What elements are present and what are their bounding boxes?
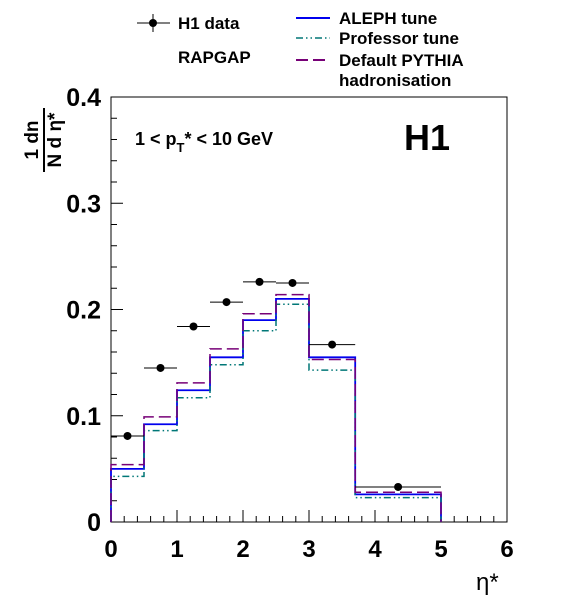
series-default-pythia-hadronisation xyxy=(110,293,442,522)
data-point xyxy=(328,340,337,349)
y-axis-label-numerator: 1 dn xyxy=(22,120,43,159)
selection-label: 1 < pT* < 10 GeV xyxy=(135,129,273,155)
mc-histograms xyxy=(110,293,442,522)
data-point xyxy=(123,431,132,440)
legend-data-label: H1 data xyxy=(178,14,240,33)
series-professor-tune xyxy=(110,303,442,522)
data-point xyxy=(156,363,165,372)
x-tick-label: 1 xyxy=(170,536,183,563)
selection-label-sub: T xyxy=(177,140,185,155)
x-tick-label: 0 xyxy=(104,536,117,563)
legend-generator-label: RAPGAP xyxy=(178,48,251,67)
y-tick-label: 0.2 xyxy=(66,297,101,325)
data-points xyxy=(111,277,441,491)
legend-default-label-2: hadronisation xyxy=(339,71,451,90)
y-tick-label: 0.1 xyxy=(66,403,101,431)
legend-aleph-label: ALEPH tune xyxy=(339,9,437,28)
legend-default-label-1: Default PYTHIA xyxy=(339,51,464,70)
series-aleph-tune xyxy=(110,297,442,522)
x-tick-label: 5 xyxy=(434,536,447,563)
axes: 0 1 2 3 4 5 6 0 0.1 0.2 0.3 0.4 xyxy=(66,84,513,563)
experiment-label: H1 xyxy=(404,117,450,158)
y-tick-label: 0.3 xyxy=(66,190,101,218)
data-point xyxy=(288,278,297,287)
y-axis-label: 1 dn N d η* xyxy=(22,108,66,172)
legend: H1 data RAPGAP ALEPH tune Professor tune… xyxy=(137,9,464,90)
x-tick-label: 6 xyxy=(500,536,513,563)
data-point xyxy=(394,482,403,491)
data-point xyxy=(189,322,198,331)
x-tick-label: 2 xyxy=(236,536,249,563)
selection-label-rest: * < 10 GeV xyxy=(184,129,273,149)
data-point xyxy=(222,298,231,307)
y-tick-label: 0.4 xyxy=(66,84,101,112)
x-axis-label: η* xyxy=(476,569,499,596)
legend-data-marker xyxy=(149,19,157,27)
y-tick-label: 0 xyxy=(87,509,101,537)
selection-label-main: 1 < p xyxy=(135,129,177,149)
x-tick-label: 4 xyxy=(368,536,382,563)
data-point xyxy=(255,277,264,286)
y-axis-label-denominator: N d η* xyxy=(45,112,66,167)
x-tick-label: 3 xyxy=(302,536,315,563)
legend-professor-label: Professor tune xyxy=(339,29,459,48)
